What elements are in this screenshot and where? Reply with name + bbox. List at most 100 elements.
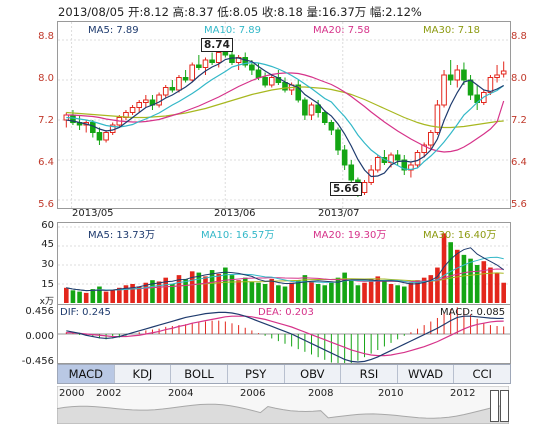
candle-body [129,107,136,113]
vol-y-tick: 30 [41,259,54,270]
volume-bar [269,278,275,303]
vol-ma5-legend: MA5: 13.73万 [88,230,156,241]
volume-bar [415,280,420,303]
candle-body [215,52,222,63]
ma20-legend: MA20: 7.58 [313,25,371,36]
y-tick: 8.0 [511,73,527,84]
volume-bar [170,284,175,303]
candle-body [103,132,109,141]
price-y-axis-right: 8.8 8.0 7.2 6.4 5.6 [511,21,534,210]
candle-body [447,74,454,81]
volume-bar [335,277,341,303]
y-tick: 8.0 [38,73,54,84]
volume-bar [302,275,308,303]
low-callout: 5.66 [330,182,362,196]
x-tick: 2013/05 [72,208,114,219]
volume-bar [262,284,268,303]
candle-body [394,154,401,161]
volume-bar [315,284,321,303]
candle-body [222,52,229,56]
tab-cci[interactable]: CCI [472,367,492,381]
timeline-overview [57,386,509,424]
volume-bar [329,282,334,303]
x-tick: 2013/07 [318,208,360,219]
vol-y-tick: 45 [41,239,54,250]
macd-y-axis: 0.456 0.000 -0.456 [0,304,56,367]
range-handle-right[interactable] [500,390,509,422]
volume-bar [83,292,89,303]
ma30-line [66,86,504,129]
price-chart-pane[interactable]: MA5: 7.89 MA10: 7.89 MA20: 7.58 MA30: 7.… [57,21,511,209]
tab-kdj[interactable]: KDJ [115,365,172,383]
timeline-navigator[interactable]: 2000 2002 2004 2006 2008 2010 2012 [57,386,509,424]
candle-body [162,87,169,96]
volume-bar [70,290,76,303]
candle-body [427,132,434,146]
price-y-axis-left: 8.8 8.0 7.2 6.4 5.6 [0,21,56,210]
candle-body [302,99,308,116]
high-callout: 8.74 [201,38,233,52]
volume-bar [309,281,314,303]
volume-bar [256,282,261,303]
volume-bar [355,285,361,303]
volume-bar [223,267,228,303]
volume-bar [421,277,427,303]
y-tick: 6.4 [511,157,527,168]
candle-body [143,99,149,103]
tab-psy[interactable]: PSY [228,365,285,383]
volume-bar [441,233,447,303]
volume-bar [362,282,367,303]
candle-body [308,104,315,116]
volume-bar [494,272,500,303]
volume-bar [382,281,387,303]
volume-bar [461,254,467,303]
y-tick: 8.8 [38,31,54,42]
candle-body [295,84,302,101]
volume-bar [77,291,82,303]
candle-body [169,87,176,91]
candle-body [176,77,182,91]
year-label: 2008 [308,388,334,399]
volume-bar [90,289,96,303]
y-tick: 8.8 [511,31,527,42]
volume-bar [448,242,453,303]
tab-obv[interactable]: OBV [285,365,342,383]
y-tick: 6.4 [38,157,54,168]
volume-bar [368,278,374,303]
tab-boll[interactable]: BOLL [171,365,228,383]
volume-bar [117,287,122,303]
ma10-line [66,61,505,171]
year-label: 2000 [59,388,85,399]
volume-bar [150,280,155,303]
dea-line [66,315,504,357]
volume-bar [209,270,215,303]
tab-macd[interactable]: MACD [58,365,115,383]
candle-body [136,102,143,108]
candle-body [202,59,209,68]
volume-bar [64,287,69,303]
y-tick: 7.2 [38,115,54,126]
candle-body [321,112,328,123]
tab-wvad[interactable]: WVAD [398,365,455,383]
range-handle-left[interactable] [490,390,499,422]
year-label: 2004 [168,388,194,399]
volume-bar [130,284,135,303]
volume-bar [276,285,281,303]
candle-body [255,69,262,78]
macd-y-tick: -0.456 [21,356,54,367]
year-label: 2012 [450,388,476,399]
candle-body [467,79,474,96]
candle-body [341,149,348,166]
volume-bar [289,282,294,303]
volume-bar [501,282,506,303]
volume-bar [481,261,487,303]
candle-body [182,77,189,81]
tab-rsi[interactable]: RSI [341,365,398,383]
vol-ma10-legend: MA10: 16.57万 [201,230,275,241]
volume-bar [103,291,109,303]
volume-bar [468,258,473,303]
volume-bar [176,275,182,303]
macd-chart-pane[interactable]: DIF: 0.245 DEA: 0.203 MACD: 0.085 [57,304,511,364]
candle-body [454,69,461,81]
volume-chart-pane[interactable]: MA5: 13.73万 MA10: 16.57万 MA20: 19.30万 MA… [57,222,511,305]
